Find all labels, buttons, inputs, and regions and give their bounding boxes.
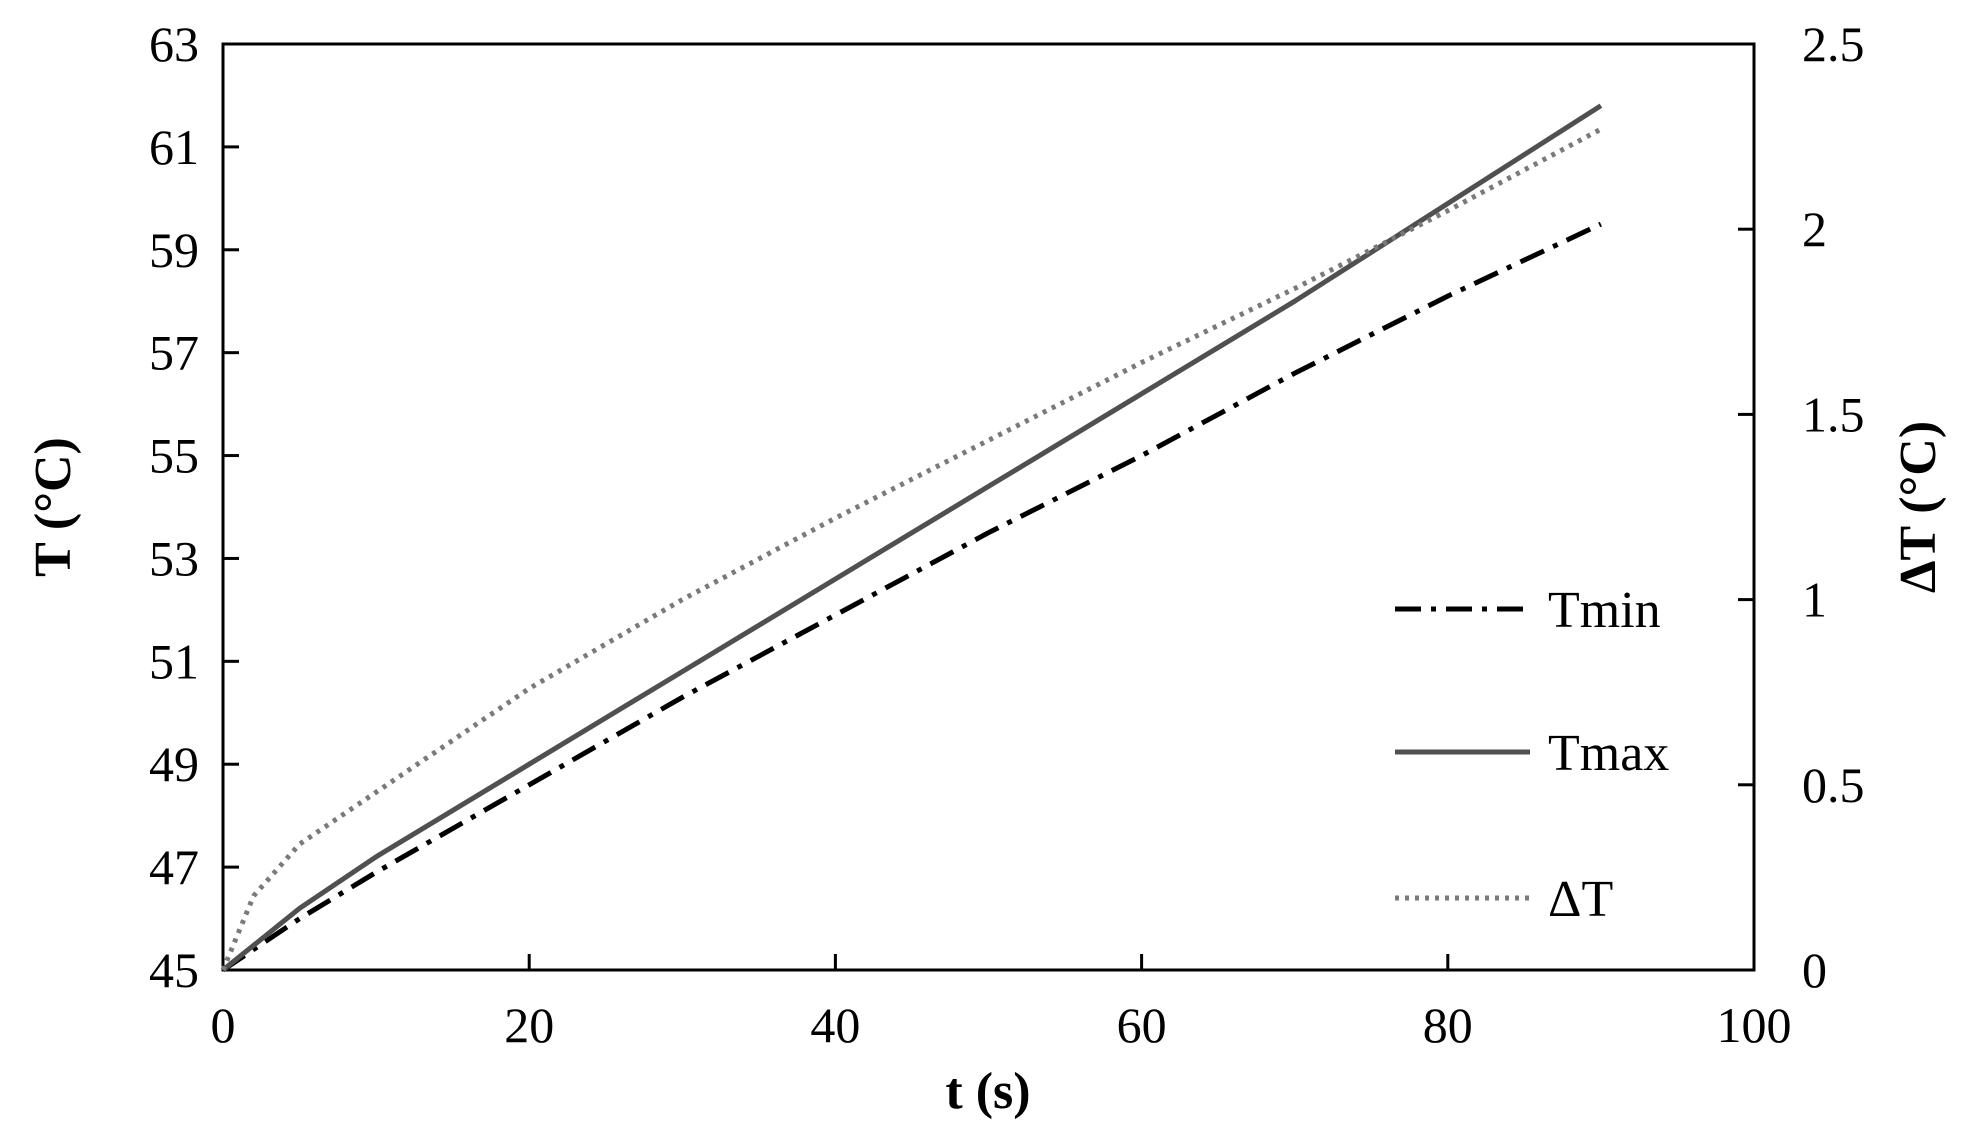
y2-tick-label: 2.5 <box>1802 16 1865 72</box>
x-tick-label: 100 <box>1717 997 1792 1053</box>
x-tick-label: 40 <box>810 997 860 1053</box>
legend-label-tmax: Tmax <box>1548 725 1669 782</box>
y2-axis-title: ΔT (°C) <box>1890 421 1947 593</box>
y-tick-label: 49 <box>149 736 199 792</box>
series-layer <box>220 103 1603 973</box>
y-tick-label: 51 <box>149 633 199 689</box>
y-tick-label: 45 <box>149 942 199 998</box>
series-line-delta-t <box>220 126 1603 971</box>
legend-label-delta-t: ΔT <box>1548 871 1613 928</box>
y-tick-label: 57 <box>149 325 199 381</box>
legend-label-tmin: Tmin <box>1548 582 1661 639</box>
y-axis-title: T (°C) <box>25 437 82 577</box>
series-line-tmax <box>221 103 1603 972</box>
legend: Tmin Tmax ΔT <box>1395 582 1669 928</box>
y2-tick-label: 2 <box>1802 201 1827 257</box>
x-tick-label: 20 <box>504 997 554 1053</box>
y2-tick-label: 0.5 <box>1802 757 1865 813</box>
y-tick-label: 61 <box>149 119 199 175</box>
y2-tick-label: 1 <box>1802 572 1827 628</box>
y-tick-label: 59 <box>149 222 199 278</box>
x-tick-label: 60 <box>1117 997 1167 1053</box>
y2-tick-label: 1.5 <box>1802 386 1865 442</box>
plot-area <box>221 42 1756 972</box>
y-tick-label: 47 <box>149 839 199 895</box>
x-tick-label: 0 <box>211 997 236 1053</box>
series-line-tmin <box>221 221 1602 973</box>
x-tick-label: 80 <box>1423 997 1473 1053</box>
x-axis-title: t (s) <box>945 1063 1030 1120</box>
y2-tick-label: 0 <box>1802 942 1827 998</box>
ticks-layer: 0 20 40 60 80 100 45 47 49 51 53 55 57 59 61 63 0 0.5 1 1.5… <box>149 16 1865 1053</box>
y-tick-label: 55 <box>149 428 199 484</box>
y-tick-label: 53 <box>149 530 199 586</box>
y-tick-label: 63 <box>149 16 199 72</box>
